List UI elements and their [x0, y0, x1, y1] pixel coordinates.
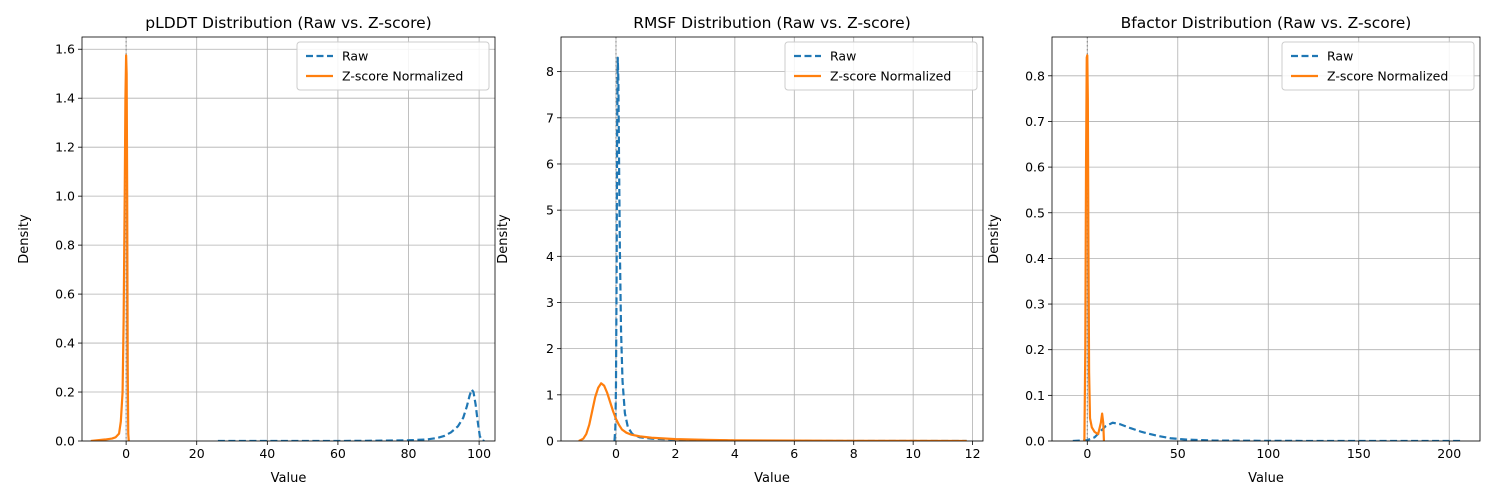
- y-tick-label: 5: [546, 203, 554, 218]
- series-line-zscore: [90, 54, 130, 441]
- plot-area: [578, 56, 967, 441]
- y-tick-label: 0.2: [1025, 342, 1045, 357]
- y-tick-label: 0: [546, 434, 554, 449]
- x-tick-label: 0: [122, 446, 130, 461]
- x-tick-label: 40: [259, 446, 275, 461]
- y-tick-label: 3: [546, 295, 554, 310]
- x-tick-label: 200: [1437, 446, 1461, 461]
- legend-label: Z-score Normalized: [342, 69, 463, 84]
- series-line-zscore: [578, 382, 967, 441]
- legend-label: Z-score Normalized: [1327, 69, 1448, 84]
- y-tick-label: 0.7: [1025, 114, 1045, 129]
- y-tick-label: 1.2: [55, 140, 75, 155]
- y-tick-label: 2: [546, 341, 554, 356]
- y-tick-label: 0.3: [1025, 297, 1045, 312]
- legend-box: [296, 41, 490, 91]
- x-axis-label: Value: [271, 471, 307, 486]
- y-axis-label: Density: [496, 214, 511, 264]
- x-tick-label: 8: [850, 446, 858, 461]
- legend-label: Z-score Normalized: [830, 69, 951, 84]
- y-tick-label: 0.5: [1025, 205, 1045, 220]
- x-tick-label: 60: [330, 446, 346, 461]
- x-tick-label: 80: [401, 446, 417, 461]
- legend-box: [784, 41, 978, 91]
- y-tick-label: 0.8: [1025, 68, 1045, 83]
- legend-label: Raw: [342, 49, 368, 64]
- legend-box: [1281, 41, 1475, 91]
- x-tick-label: 100: [467, 446, 491, 461]
- grid: [82, 37, 495, 442]
- y-axis-label: Density: [17, 214, 32, 264]
- y-tick-label: 8: [546, 64, 554, 79]
- x-tick-label: 0: [1083, 446, 1091, 461]
- x-tick-label: 20: [189, 446, 205, 461]
- y-tick-label: 1.6: [55, 42, 75, 57]
- series-line-zscore: [1083, 54, 1106, 441]
- x-tick-label: 150: [1347, 446, 1371, 461]
- x-tick-label: 0: [612, 446, 620, 461]
- chart-panel-1: 0 20 40 60 80 100 0.0 0.2 0.4 0.6 0.8 1.0 1.2 1.4 1.6 p…: [17, 14, 496, 486]
- y-axis-label: Density: [987, 214, 1002, 264]
- y-tick-label: 0.6: [55, 287, 75, 302]
- x-axis-label: Value: [754, 471, 790, 486]
- legend: Raw Z-score Normalized: [296, 41, 490, 91]
- y-tick-label: 4: [546, 249, 554, 264]
- x-tick-label: 10: [905, 446, 921, 461]
- y-tick-label: 6: [546, 156, 554, 171]
- x-tick-label: 50: [1170, 446, 1186, 461]
- chart-title: RMSF Distribution (Raw vs. Z-score): [633, 14, 911, 32]
- x-tick-label: 12: [965, 446, 981, 461]
- y-tick-label: 0.0: [55, 434, 75, 449]
- x-tick-label: 100: [1256, 446, 1280, 461]
- y-tick-label: 0.1: [1025, 388, 1045, 403]
- legend: Raw Z-score Normalized: [784, 41, 978, 91]
- y-tick-label: 7: [546, 110, 554, 125]
- y-tick-label: 0.2: [55, 385, 75, 400]
- chart-panel-3: 0 50 100 150 200 0.0 0.1 0.2 0.3 0.4 0.5 0.6 0.7 0.8 B…: [987, 14, 1481, 486]
- y-tick-label: 0.4: [1025, 251, 1045, 266]
- y-tick-label: 0.0: [1025, 434, 1045, 449]
- axes-frame: [560, 36, 984, 442]
- y-tick-label: 0.4: [55, 336, 75, 351]
- y-tick-label: 0.8: [55, 238, 75, 253]
- chart-title: pLDDT Distribution (Raw vs. Z-score): [145, 14, 431, 32]
- y-tick-label: 1: [546, 387, 554, 402]
- x-axis-label: Value: [1248, 471, 1284, 486]
- grid: [561, 37, 983, 442]
- y-tick-label: 1.0: [55, 189, 75, 204]
- legend-label: Raw: [830, 49, 856, 64]
- x-tick-label: 2: [671, 446, 679, 461]
- legend: Raw Z-score Normalized: [1281, 41, 1475, 91]
- x-tick-label: 6: [790, 446, 798, 461]
- chart-title: Bfactor Distribution (Raw vs. Z-score): [1121, 14, 1412, 32]
- axes-frame: [1051, 36, 1481, 442]
- y-tick-label: 0.6: [1025, 160, 1045, 175]
- axes-frame: [81, 36, 496, 442]
- legend-label: Raw: [1327, 49, 1353, 64]
- x-tick-label: 4: [731, 446, 739, 461]
- plot-area: [1072, 54, 1462, 441]
- y-tick-label: 1.4: [55, 91, 75, 106]
